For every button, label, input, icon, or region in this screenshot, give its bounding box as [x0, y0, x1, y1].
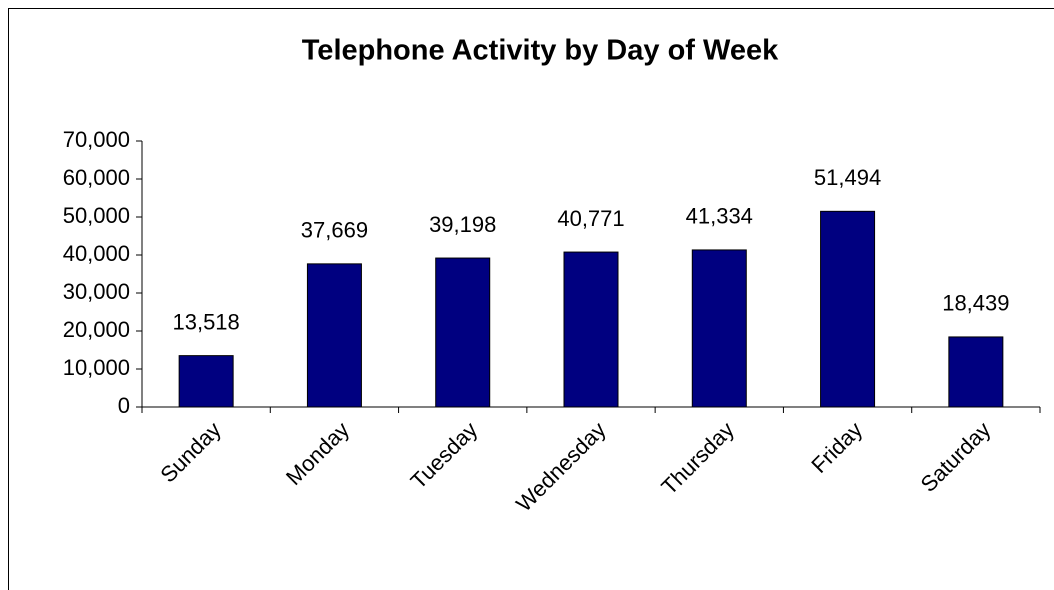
bar: [306, 263, 362, 408]
y-tick-label: 20,000: [63, 317, 130, 342]
y-tick-label: 10,000: [63, 355, 130, 380]
data-label: 13,518: [172, 309, 239, 334]
bar: [820, 210, 876, 408]
x-tick-label: Sunday: [155, 417, 225, 487]
x-tick-label: Monday: [281, 417, 354, 490]
y-tick-label: 50,000: [63, 203, 130, 228]
bar: [691, 249, 747, 408]
bar: [178, 355, 234, 408]
data-label: 39,198: [429, 212, 496, 237]
chart-frame: [8, 8, 1054, 590]
x-tick-label: Tuesday: [406, 417, 483, 494]
x-tick-label: Friday: [806, 417, 867, 478]
y-tick-label: 70,000: [63, 127, 130, 152]
data-label: 40,771: [557, 206, 624, 231]
y-tick-label: 0: [118, 393, 130, 418]
data-label: 51,494: [814, 165, 881, 190]
bar: [948, 336, 1004, 408]
bar: [435, 257, 491, 408]
data-label: 41,334: [686, 204, 753, 229]
y-tick-label: 30,000: [63, 279, 130, 304]
bar: [563, 251, 619, 408]
y-tick-label: 60,000: [63, 165, 130, 190]
data-label: 18,439: [942, 291, 1009, 316]
x-tick-label: Saturday: [916, 417, 996, 497]
x-tick-label: Thursday: [656, 417, 739, 500]
y-tick-label: 40,000: [63, 241, 130, 266]
data-label: 37,669: [301, 218, 368, 243]
x-tick-label: Wednesday: [511, 417, 611, 517]
chart-title: Telephone Activity by Day of Week: [302, 35, 779, 67]
